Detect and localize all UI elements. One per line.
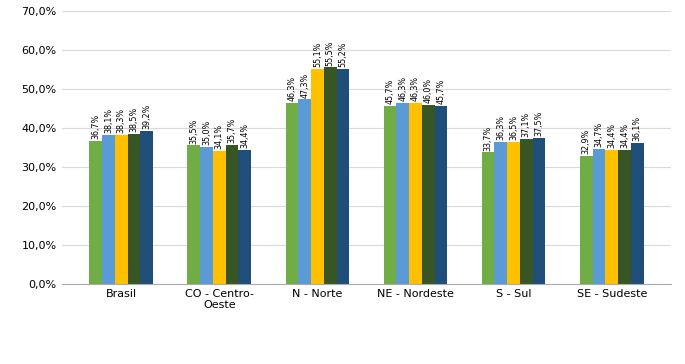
Text: 34,4%: 34,4% xyxy=(240,123,249,148)
Bar xyxy=(89,141,102,284)
Text: 37,1%: 37,1% xyxy=(522,112,531,137)
Bar xyxy=(618,150,631,284)
Text: 39,2%: 39,2% xyxy=(142,104,151,129)
Text: 36,7%: 36,7% xyxy=(91,114,100,139)
Text: 46,0%: 46,0% xyxy=(424,78,433,103)
Text: 35,5%: 35,5% xyxy=(189,118,199,143)
Bar xyxy=(213,151,226,284)
Bar xyxy=(311,69,324,284)
Bar xyxy=(593,149,606,284)
Text: 45,7%: 45,7% xyxy=(386,78,395,104)
Text: 55,1%: 55,1% xyxy=(313,42,322,67)
Bar xyxy=(507,142,520,284)
Bar xyxy=(533,138,545,284)
Text: 46,3%: 46,3% xyxy=(288,76,297,102)
Text: 36,5%: 36,5% xyxy=(509,114,518,140)
Bar xyxy=(336,69,349,284)
Text: 55,2%: 55,2% xyxy=(338,41,347,67)
Bar xyxy=(226,145,238,284)
Text: 46,3%: 46,3% xyxy=(411,76,420,102)
Text: 45,7%: 45,7% xyxy=(436,78,445,104)
Text: 34,4%: 34,4% xyxy=(620,123,629,148)
Bar xyxy=(422,104,435,284)
Bar xyxy=(384,106,397,284)
Bar xyxy=(286,103,298,284)
Bar xyxy=(482,153,495,284)
Text: 33,7%: 33,7% xyxy=(484,125,493,151)
Text: 37,5%: 37,5% xyxy=(534,110,544,136)
Text: 38,1%: 38,1% xyxy=(104,108,113,133)
Bar xyxy=(238,150,251,284)
Bar xyxy=(580,156,593,284)
Bar xyxy=(520,139,533,284)
Bar xyxy=(606,150,618,284)
Text: 38,3%: 38,3% xyxy=(116,107,126,132)
Bar xyxy=(495,142,507,284)
Bar xyxy=(188,146,200,284)
Text: 47,3%: 47,3% xyxy=(300,72,309,98)
Text: 34,1%: 34,1% xyxy=(215,124,224,149)
Bar xyxy=(324,67,336,284)
Text: 36,3%: 36,3% xyxy=(497,115,506,141)
Text: 35,0%: 35,0% xyxy=(202,120,211,146)
Bar xyxy=(102,135,115,284)
Bar xyxy=(200,147,213,284)
Bar xyxy=(298,99,311,284)
Text: 34,7%: 34,7% xyxy=(595,121,603,147)
Bar xyxy=(115,135,127,284)
Bar xyxy=(397,103,409,284)
Text: 36,1%: 36,1% xyxy=(633,116,642,141)
Text: 38,5%: 38,5% xyxy=(129,107,138,132)
Bar xyxy=(435,106,447,284)
Bar xyxy=(140,131,153,284)
Text: 32,9%: 32,9% xyxy=(582,128,590,154)
Text: 34,4%: 34,4% xyxy=(607,123,616,148)
Text: 55,5%: 55,5% xyxy=(325,40,335,66)
Bar xyxy=(409,103,422,284)
Text: 35,7%: 35,7% xyxy=(227,117,236,143)
Bar xyxy=(631,143,644,284)
Bar xyxy=(127,134,140,284)
Text: 46,3%: 46,3% xyxy=(398,76,408,102)
